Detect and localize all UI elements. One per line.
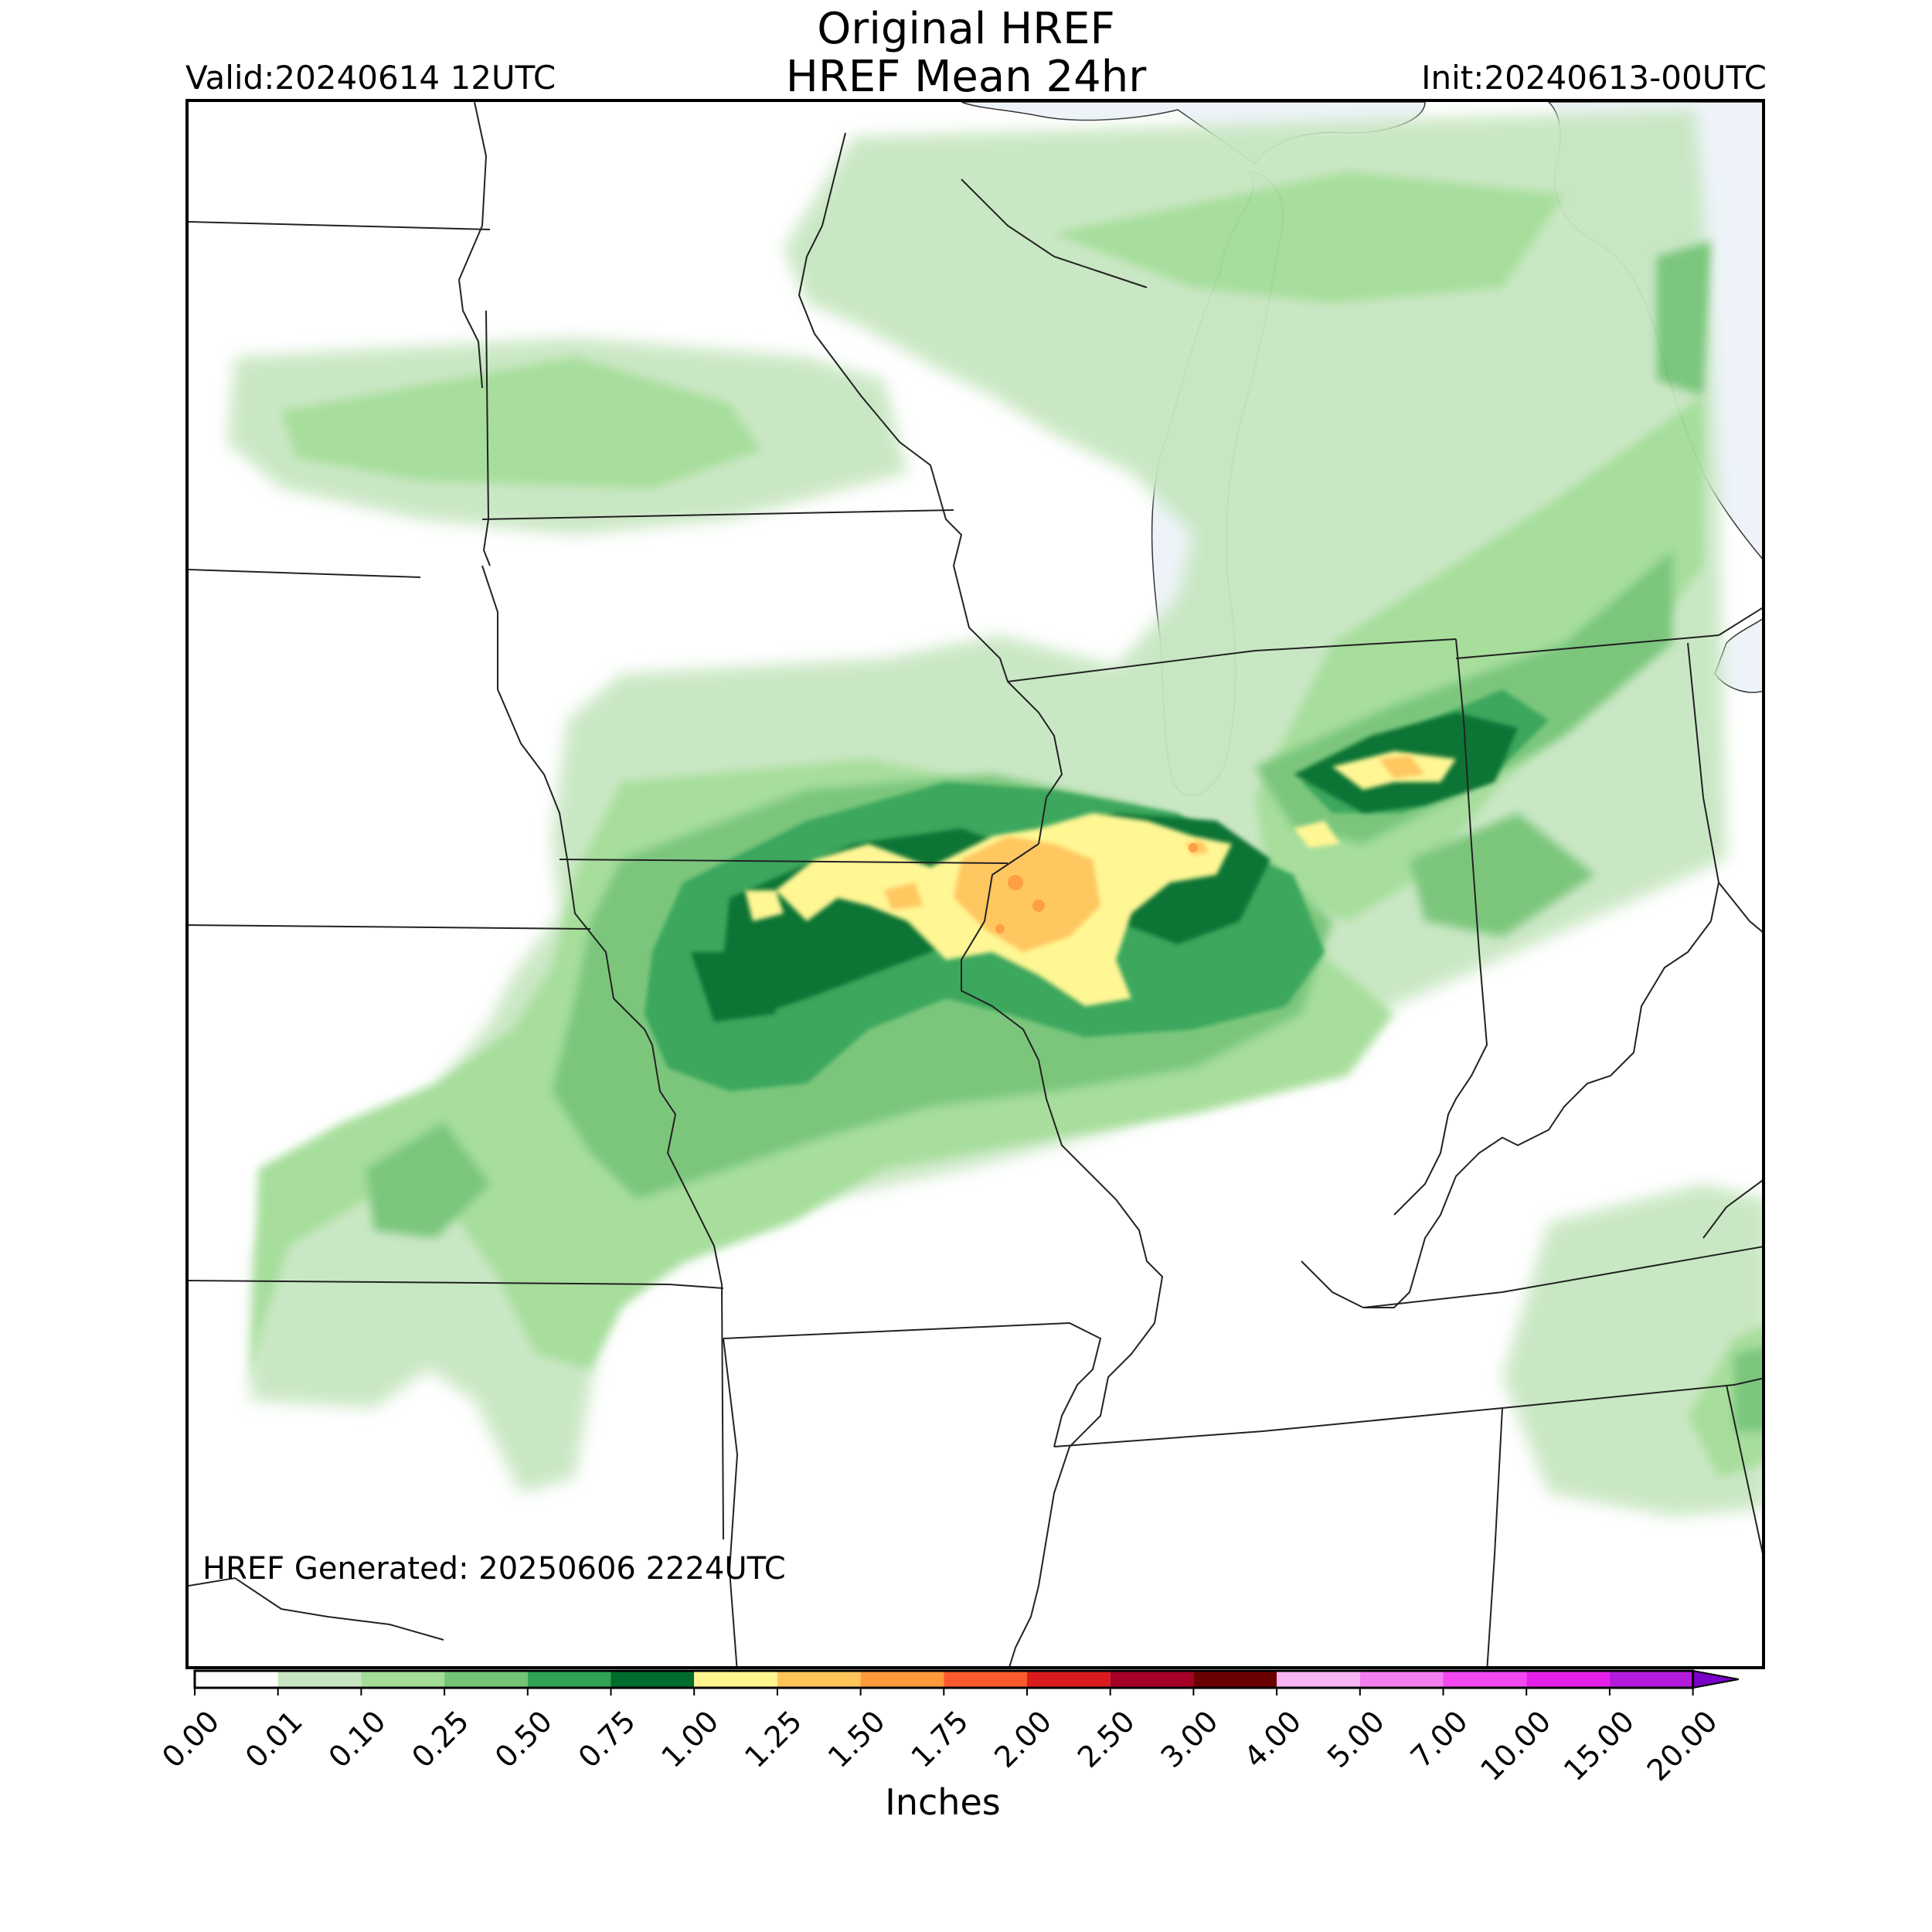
border-ar-la-tx xyxy=(723,1338,739,1666)
border-mo-ks xyxy=(651,1044,724,1540)
colorbar-tick-label: 15.00 xyxy=(1557,1704,1641,1787)
border-ohio-river xyxy=(1363,920,1712,1308)
border-in-oh xyxy=(1687,642,1720,922)
colorbar-tick-label: 0.01 xyxy=(239,1704,309,1774)
border-wi-mi xyxy=(798,132,1063,845)
border-mn-ia-sd xyxy=(482,310,491,566)
precip-map xyxy=(189,102,1762,1666)
border-mississippi xyxy=(961,843,1164,1666)
colorbar-tick-label: 3.00 xyxy=(1155,1704,1225,1774)
colorbar-cell xyxy=(277,1671,362,1688)
precip-field xyxy=(227,110,1762,1516)
colorbar-tick-label: 0.00 xyxy=(155,1704,226,1774)
lake-erie xyxy=(1714,618,1762,693)
map-panel xyxy=(185,99,1765,1669)
colorbar-cell xyxy=(1609,1671,1693,1688)
border-al-ga xyxy=(1726,1384,1762,1554)
colorbar-cell xyxy=(1027,1671,1111,1688)
colorbar-cell xyxy=(944,1671,1027,1688)
border-ia-mo xyxy=(559,859,1009,864)
colorbar-cell xyxy=(195,1671,278,1688)
colorbar-tick-label: 0.50 xyxy=(488,1704,559,1774)
colorbar-tick-label: 7.00 xyxy=(1404,1704,1475,1774)
colorbar-tick-label: 0.10 xyxy=(322,1704,393,1774)
border-mi-wi-up xyxy=(961,179,1148,288)
border-ks-ne xyxy=(189,924,591,930)
colorbar-tick-label: 1.50 xyxy=(821,1704,892,1774)
colorbar-tick-label: 1.75 xyxy=(905,1704,975,1774)
state-borders xyxy=(189,102,1762,1666)
colorbar-cell xyxy=(1443,1671,1527,1688)
colorbar-tick-label: 2.00 xyxy=(988,1704,1058,1774)
border-tn-ms-al xyxy=(1262,1377,1762,1432)
border-ar-la xyxy=(1053,1430,1264,1447)
colorbar-cell xyxy=(1359,1671,1444,1688)
colorbar-cell xyxy=(361,1671,445,1688)
border-ia-mn xyxy=(481,509,954,520)
border-mi-in-oh xyxy=(1455,634,1719,659)
colorbar-cell xyxy=(777,1671,861,1688)
colorbar-cell xyxy=(1277,1671,1360,1688)
generated-timestamp: HREF Generated: 20250606 2224UTC xyxy=(202,1551,786,1587)
colorbar-cell xyxy=(1110,1671,1194,1688)
border-ms-al xyxy=(1486,1407,1503,1666)
border-il-ky xyxy=(1301,1260,1364,1308)
colorbar-cells xyxy=(193,1669,1740,1689)
border-ok-ks xyxy=(189,1280,670,1285)
colorbar-cell xyxy=(694,1671,777,1688)
colorbar-cell xyxy=(1193,1671,1277,1688)
border-il-in xyxy=(1393,638,1488,1216)
border-oh-ky-wv xyxy=(1718,882,1762,933)
colorbar-cell xyxy=(860,1671,944,1688)
border-va-ky xyxy=(1702,1179,1762,1239)
colorbar-tick-label: 5.00 xyxy=(1321,1704,1391,1774)
colorbar-tick-label: 1.00 xyxy=(655,1704,725,1774)
colorbar-ticks: 0.00 0.01 0.10 0.25 0.50 0.75 1.00 1.25 1.50 1.75… xyxy=(155,1688,1724,1787)
map-title: Original HREF xyxy=(817,4,1115,54)
colorbar-cell xyxy=(611,1671,695,1688)
colorbar-tick-label: 0.75 xyxy=(572,1704,642,1774)
colorbar-tick-label: 20.00 xyxy=(1641,1704,1724,1787)
border-mn-wi xyxy=(457,102,488,389)
border-ky-tn xyxy=(1362,1246,1762,1308)
border-ne-ia xyxy=(481,565,653,1046)
border-ia-il-wi xyxy=(1007,638,1457,682)
map-subtitle: HREF Mean 24hr xyxy=(785,52,1147,102)
border-ar-mo xyxy=(723,1321,1102,1447)
colorbar-frame xyxy=(193,1669,1695,1689)
colorbar-extend-arrow xyxy=(1692,1669,1740,1689)
border-mn-sd xyxy=(189,221,491,230)
colorbar-cell xyxy=(1526,1671,1610,1688)
colorbar-tick-label: 2.50 xyxy=(1071,1704,1141,1774)
init-time-label: Init:20240613-00UTC xyxy=(1421,59,1767,97)
colorbar-cell xyxy=(527,1671,611,1688)
colorbar-cell xyxy=(444,1671,528,1688)
border-mo-ar xyxy=(668,1284,724,1289)
border-ne-sd xyxy=(189,569,421,578)
colorbar-tick-label: 4.00 xyxy=(1237,1704,1308,1774)
valid-time-label: Valid:20240614 12UTC xyxy=(185,59,556,97)
border-mi-oh xyxy=(1718,607,1762,636)
colorbar-tick-label: 0.25 xyxy=(405,1704,475,1774)
colorbar-tick-label: 10.00 xyxy=(1474,1704,1557,1787)
colorbar-tick-label: 1.25 xyxy=(738,1704,808,1774)
colorbar-unit-label: Inches xyxy=(885,1781,1001,1823)
border-ok-tx xyxy=(189,1577,444,1641)
